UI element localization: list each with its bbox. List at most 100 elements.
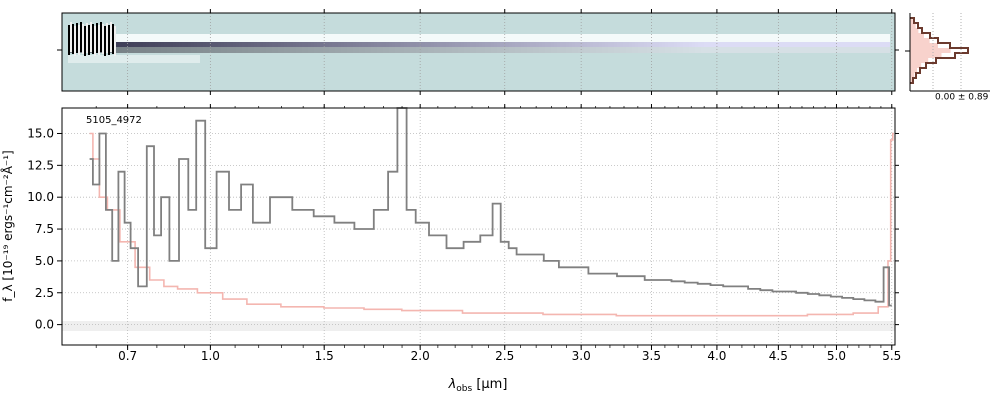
spectrum-2d-edge xyxy=(90,22,92,52)
spectrum-2d-cell xyxy=(341,42,344,47)
spectrum-2d-cell xyxy=(404,34,407,42)
spectrum-2d-cell xyxy=(296,47,299,53)
spectrum-2d-edge xyxy=(112,24,114,54)
spectrum-2d-cell xyxy=(389,47,392,53)
spectrum-2d-cell xyxy=(275,47,278,53)
spectrum-2d-cell xyxy=(878,42,881,47)
spectrum-2d-cell xyxy=(734,34,737,42)
spectrum-2d-cell xyxy=(344,42,347,47)
spectrum-2d-cell xyxy=(545,42,548,47)
spectrum-2d-cell xyxy=(776,47,779,53)
spectrum-2d-cell xyxy=(173,34,176,42)
spectrum-2d-cell xyxy=(434,42,437,47)
spectrum-2d-cell xyxy=(383,42,386,47)
spectrum-2d-cell xyxy=(416,47,419,53)
spectrum-2d-cell xyxy=(674,34,677,42)
spectrum-2d-cell xyxy=(608,42,611,47)
spectrum-2d-cell xyxy=(428,47,431,53)
spectrum-2d-cell xyxy=(521,42,524,47)
spectrum-2d-cell xyxy=(218,34,221,42)
spectrum-2d-cell xyxy=(293,47,296,53)
spectrum-2d-cell xyxy=(131,55,134,63)
histogram-fill xyxy=(910,18,951,83)
y-tick-label: 2.5 xyxy=(35,286,54,300)
spectrum-2d-cell xyxy=(212,47,215,53)
spectrum-2d-cell xyxy=(449,47,452,53)
spectrum-2d-cell xyxy=(107,55,110,63)
spectrum-2d-cell xyxy=(656,47,659,53)
spectrum-2d-cell xyxy=(446,47,449,53)
spectrum-2d-cell xyxy=(884,47,887,53)
spectrum-2d-cell xyxy=(518,47,521,53)
spectrum-2d-cell xyxy=(587,42,590,47)
spectrum-2d-cell xyxy=(164,42,167,47)
spectrum-2d-cell xyxy=(566,34,569,42)
spectrum-2d-cell xyxy=(455,42,458,47)
spectrum-2d-cell xyxy=(509,47,512,53)
spectrum-2d-cell xyxy=(845,34,848,42)
spectrum-2d-cell xyxy=(170,55,173,63)
spectrum-2d-cell xyxy=(332,47,335,53)
spectrum-2d-cell xyxy=(389,34,392,42)
spectrum-2d-cell xyxy=(713,34,716,42)
x-tick-label: 3.0 xyxy=(572,349,591,363)
spectrum-2d-cell xyxy=(860,34,863,42)
spectrum-2d-cell xyxy=(182,42,185,47)
spectrum-2d-cell xyxy=(182,34,185,42)
spectrum-2d-cell xyxy=(839,47,842,53)
spectrum-2d-cell xyxy=(494,47,497,53)
spectrum-2d-cell xyxy=(854,42,857,47)
spectrum-2d-cell xyxy=(275,34,278,42)
spectrum-2d-cell xyxy=(287,34,290,42)
spectrum-2d-cell xyxy=(314,47,317,53)
histogram-outline xyxy=(910,17,969,84)
spectrum-2d-cell xyxy=(311,34,314,42)
spectrum-2d-cell xyxy=(443,47,446,53)
spectrum-2d-cell xyxy=(317,34,320,42)
spectrum-2d-edge xyxy=(76,23,78,53)
spectrum-2d-cell xyxy=(179,42,182,47)
spectrum-2d-cell xyxy=(410,42,413,47)
spectrum-2d-cell xyxy=(839,42,842,47)
spectrum-2d-cell xyxy=(377,42,380,47)
spectrum-2d-edge xyxy=(84,26,86,56)
spectrum-2d-cell xyxy=(704,47,707,53)
spectrum-2d-cell xyxy=(710,42,713,47)
spectrum-2d-cell xyxy=(722,47,725,53)
spectrum-2d-cell xyxy=(767,34,770,42)
spectrum-2d-cell xyxy=(221,34,224,42)
spectrum-2d-cell xyxy=(539,47,542,53)
spectrum-2d-cell xyxy=(596,42,599,47)
object-id-annotation: 5105_4972 xyxy=(86,115,142,126)
spectrum-2d-cell xyxy=(149,34,152,42)
spectrum-2d-cell xyxy=(239,42,242,47)
spectrum-2d-cell xyxy=(176,47,179,53)
spectrum-2d-cell xyxy=(737,34,740,42)
spectrum-2d-cell xyxy=(332,42,335,47)
spectrum-2d-cell xyxy=(671,34,674,42)
spectrum-2d-cell xyxy=(824,42,827,47)
y-tick-label: 7.5 xyxy=(35,222,54,236)
spectrum-2d-cell xyxy=(725,42,728,47)
spectrum-2d-cell xyxy=(746,47,749,53)
spectrum-2d-cell xyxy=(560,47,563,53)
spectrum-2d-cell xyxy=(476,47,479,53)
spectrum-2d-cell xyxy=(260,47,263,53)
spectrum-2d-cell xyxy=(800,42,803,47)
spectrum-2d-cell xyxy=(203,34,206,42)
spectrum-2d-edge xyxy=(92,24,94,54)
spectrum-2d-cell xyxy=(755,47,758,53)
spectrum-2d-edge xyxy=(104,26,106,56)
spectrum-2d-cell xyxy=(761,47,764,53)
spectrum-2d-cell xyxy=(551,42,554,47)
spectrum-2d-cell xyxy=(185,42,188,47)
spectrum-2d-cell xyxy=(662,47,665,53)
spectrum-2d-cell xyxy=(764,42,767,47)
spectrum-2d-cell xyxy=(779,42,782,47)
spectrum-2d-cell xyxy=(515,47,518,53)
spectrum-2d-cell xyxy=(716,42,719,47)
spectrum-2d-cell xyxy=(143,47,146,53)
spectrum-2d-cell xyxy=(242,47,245,53)
spectrum-2d-cell xyxy=(119,34,122,42)
spectrum-2d-cell xyxy=(77,55,80,63)
